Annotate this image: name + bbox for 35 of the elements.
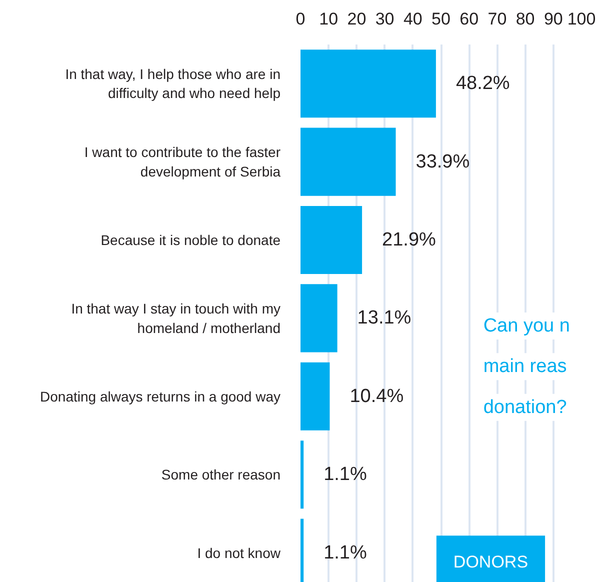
annotation: donation?	[483, 396, 567, 418]
x-tick-label: 70	[488, 10, 507, 28]
data-label: 10.4%	[350, 386, 404, 407]
y-tick-label: I want to contribute to the faster development of Serbia	[84, 144, 281, 180]
x-tick-label: 80	[516, 10, 535, 28]
y-tick-label: I do not know	[197, 544, 282, 561]
annotation: main reas	[483, 356, 567, 378]
x-tick-label: 40	[403, 10, 422, 28]
x-tick-label: 90	[544, 10, 563, 28]
y-tick-label: Donating always returns in a good way	[40, 388, 280, 404]
x-tick-label: 50	[432, 10, 450, 28]
bar	[300, 128, 396, 196]
x-tick-label: 20	[347, 10, 366, 28]
x-tick-label: 0	[296, 10, 306, 28]
x-tick-label: 30	[375, 10, 394, 28]
bar	[300, 50, 436, 118]
x-tick-label: 60	[460, 10, 479, 28]
annotation: DONORS	[453, 552, 528, 572]
y-tick-label: In that way, I help those who are in difficulty and who need help	[65, 66, 281, 102]
bar	[300, 362, 330, 430]
y-tick-label: Some other reason	[161, 466, 281, 483]
x-tick-label: 10	[319, 10, 338, 28]
data-label: 13.1%	[357, 308, 412, 329]
x-tick-label: 100	[567, 10, 596, 28]
data-label: 1.1%	[324, 464, 368, 486]
data-label: 48.2%	[456, 73, 510, 94]
data-label: 21.9%	[382, 229, 436, 250]
annotation: Can you n	[483, 316, 570, 337]
bar	[300, 284, 338, 352]
y-tick-label: Because it is noble to donate	[100, 232, 281, 248]
y-tick-label: In that way I stay in touch with my homeland / motherland	[71, 300, 281, 336]
data-label: 33.9%	[416, 151, 470, 172]
bar	[300, 440, 304, 509]
bar	[300, 206, 362, 274]
data-label: 1.1%	[324, 542, 368, 564]
